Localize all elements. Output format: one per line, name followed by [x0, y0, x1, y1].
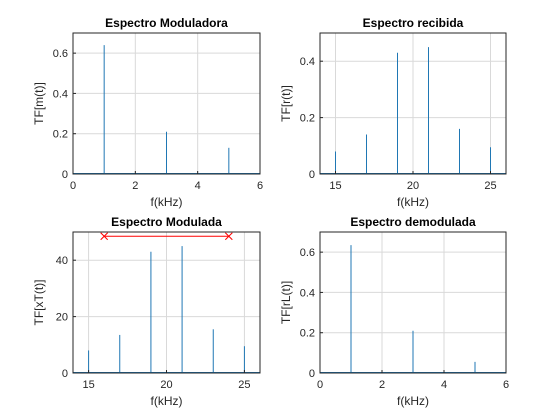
- y-tick-label: 0.4: [53, 88, 68, 100]
- y-tick-label: 0.2: [300, 328, 315, 340]
- subplot-title: Espectro recibida: [363, 16, 464, 30]
- x-tick-label: 20: [160, 379, 172, 391]
- y-axis-label: TF[m(t)]: [32, 82, 46, 125]
- y-axis-label: TF[rL(t)]: [279, 281, 293, 324]
- subplot-4: 0 2 4 6 0 0.2 0.4 0.6 Espectro demodulada f(kHz) T…: [279, 215, 509, 408]
- y-tick-label: 0: [62, 368, 68, 380]
- y-tick-label: 0: [309, 169, 315, 181]
- axes-box: [72, 32, 261, 175]
- y-tick-label: 0.4: [300, 56, 315, 68]
- subplot-title: Espectro demodulada: [350, 215, 476, 229]
- x-axis-label: f(kHz): [397, 394, 429, 408]
- x-axis-label: f(kHz): [397, 195, 429, 209]
- x-tick-label: 20: [407, 180, 419, 192]
- y-axis-label: TF[xT(t)]: [32, 280, 46, 326]
- annotation-marker: [224, 232, 233, 241]
- x-tick-label: 15: [82, 379, 94, 391]
- x-axis-label: f(kHz): [151, 394, 183, 408]
- x-tick-label: 0: [317, 379, 323, 391]
- x-tick-label: 6: [503, 379, 509, 391]
- y-tick-label: 20: [56, 312, 68, 324]
- x-tick-label: 2: [132, 180, 138, 192]
- annotation-marker: [100, 232, 109, 241]
- subplot-title: Espectro Modulada: [111, 215, 222, 229]
- subplot-title: Espectro Moduladora: [105, 16, 228, 30]
- subplot-1: 0 2 4 6 0 0.2 0.4 0.6 Espectro Moduladora f(kHz) T…: [32, 16, 263, 209]
- x-tick-label: 2: [379, 379, 385, 391]
- y-tick-label: 0.4: [300, 287, 315, 299]
- x-tick-label: 6: [257, 180, 263, 192]
- y-axis-label: TF[r(t)]: [279, 85, 293, 122]
- subplot-2: 15 20 25 0 0.2 0.4 Espectro recibida f(kHz) TF[r…: [279, 16, 507, 209]
- x-tick-label: 4: [195, 180, 201, 192]
- y-tick-label: 0: [62, 169, 68, 181]
- y-tick-label: 0.2: [53, 129, 68, 141]
- x-tick-label: 25: [484, 180, 496, 192]
- y-tick-label: 40: [56, 255, 68, 267]
- y-tick-label: 0.6: [300, 247, 315, 259]
- y-tick-label: 0.6: [53, 48, 68, 60]
- x-tick-label: 4: [441, 379, 447, 391]
- y-tick-label: 0: [309, 368, 315, 380]
- x-tick-label: 25: [238, 379, 250, 391]
- x-axis-label: f(kHz): [151, 195, 183, 209]
- x-tick-label: 15: [329, 180, 341, 192]
- x-tick-label: 0: [70, 180, 76, 192]
- axes-box: [319, 231, 507, 374]
- y-tick-label: 0.2: [300, 113, 315, 125]
- subplot-3: 15 20 25 0 20 40 Espectro Modulada f(kHz) TF[xT(…: [32, 215, 261, 408]
